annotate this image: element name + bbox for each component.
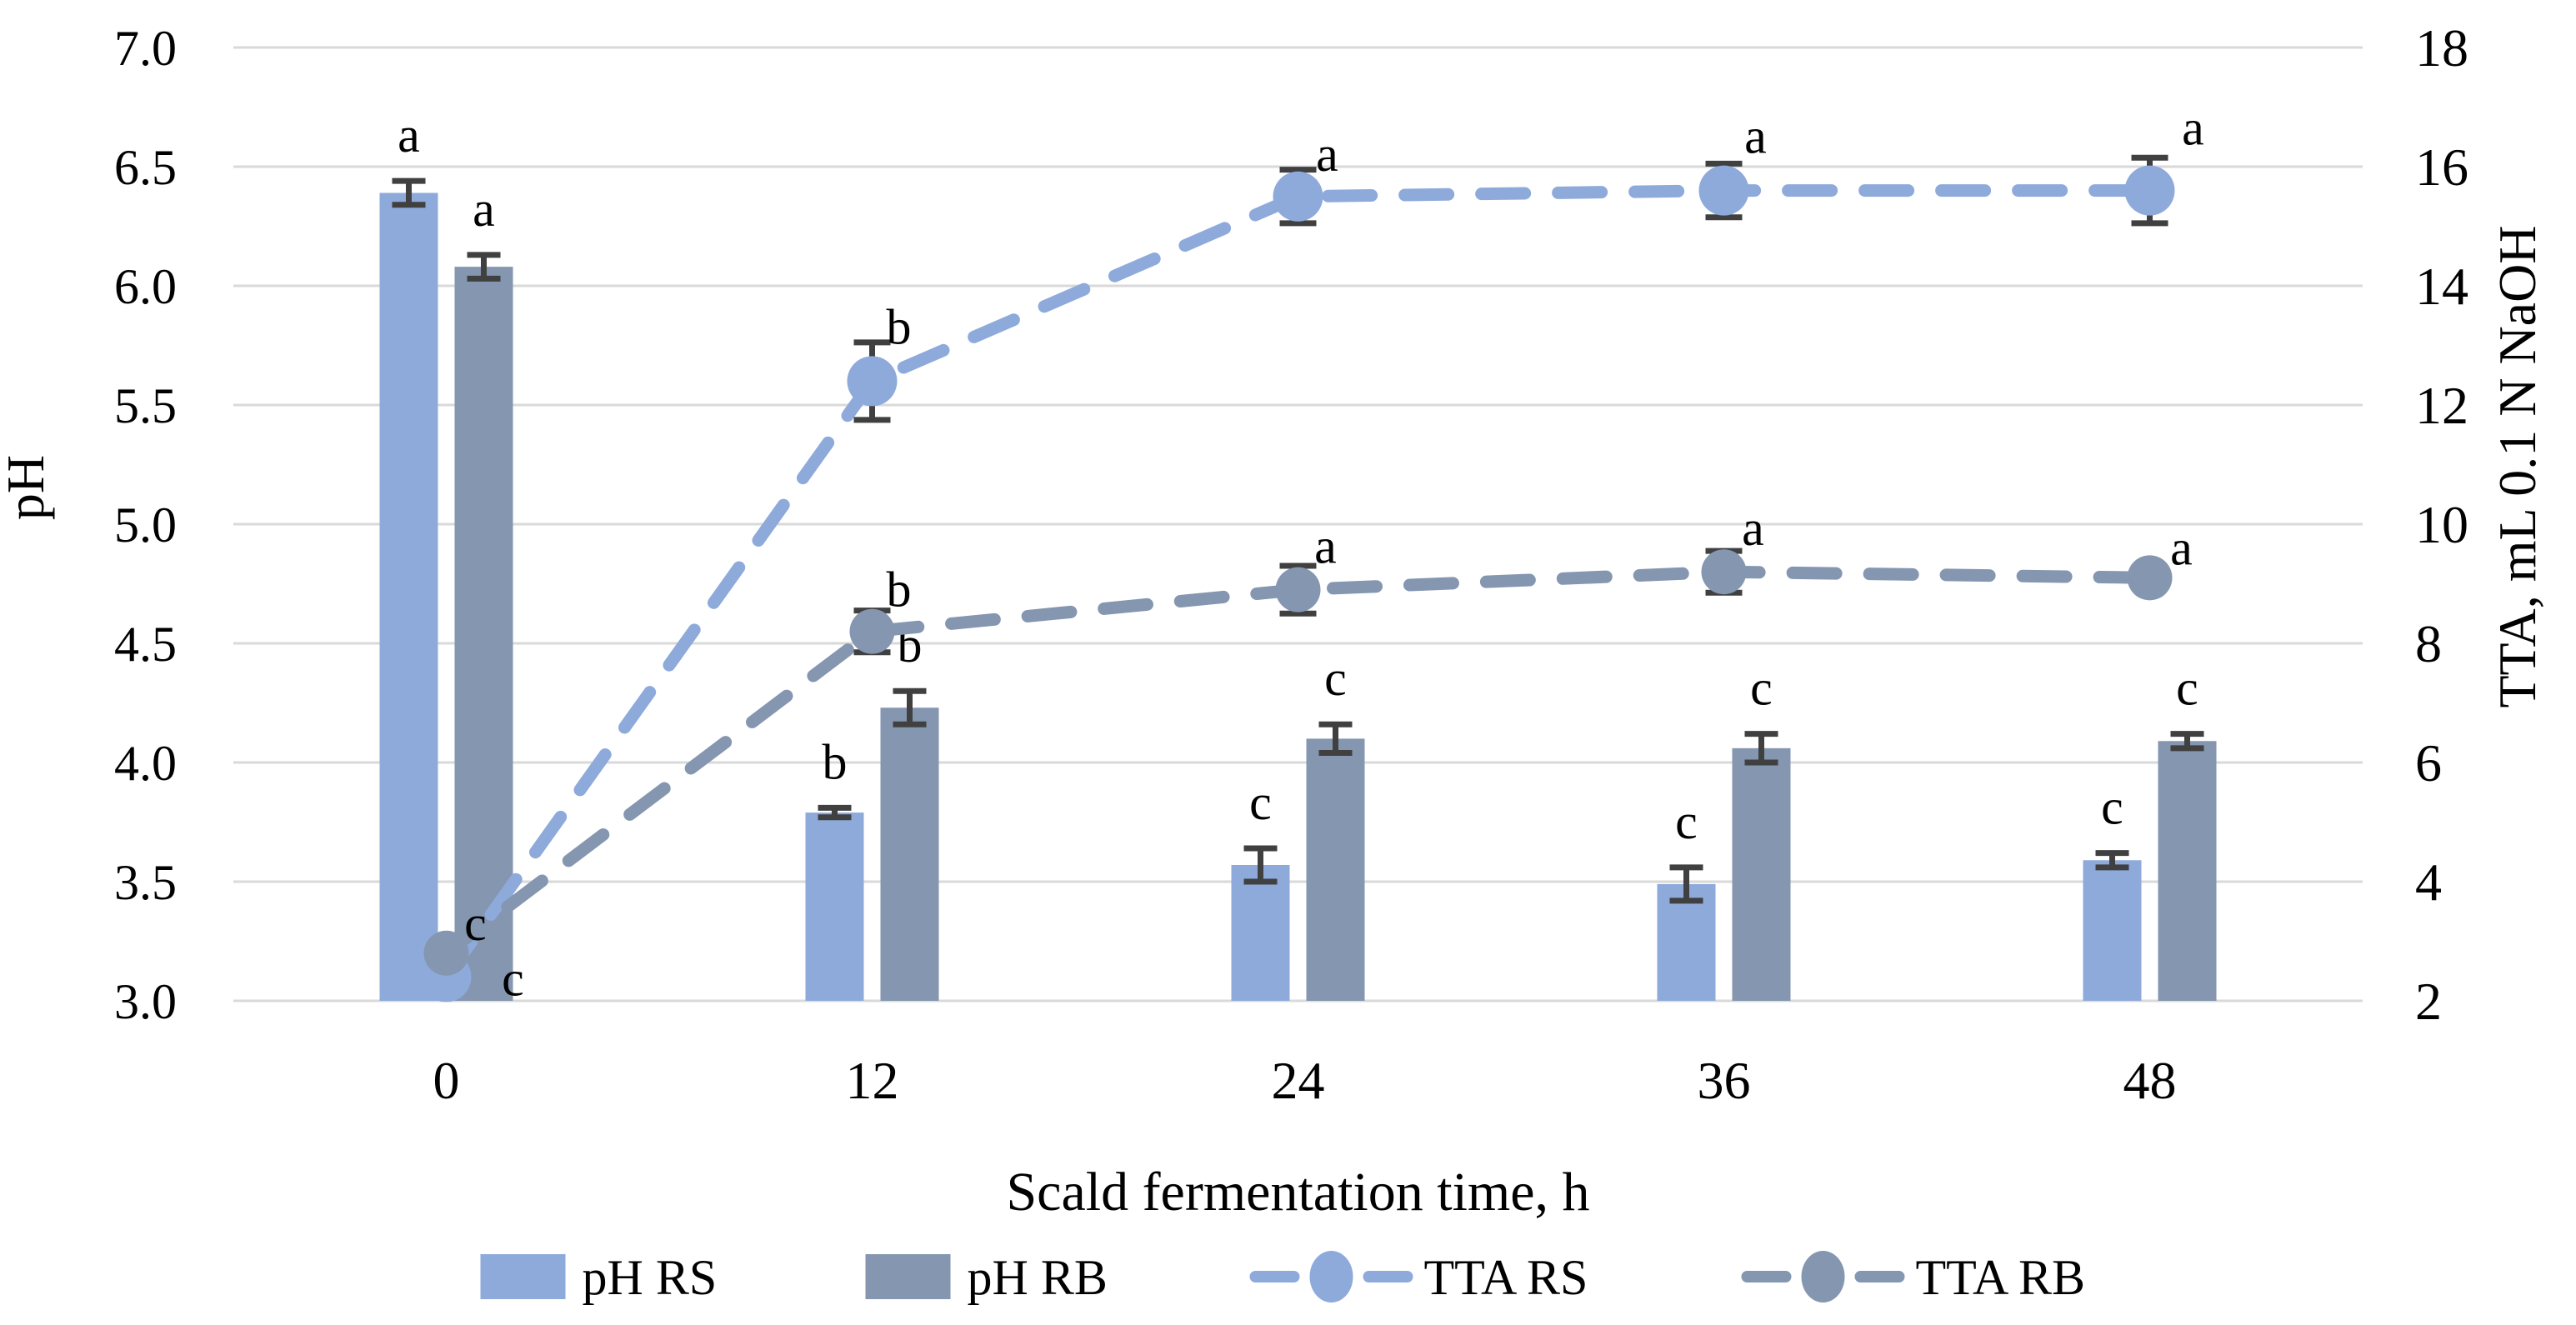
sig-letter-bar: c <box>1750 661 1773 716</box>
bar-error-bar <box>893 688 927 728</box>
y-right-tick-label: 12 <box>2415 376 2468 435</box>
legend-label-ph-rb: pH RB <box>968 1250 1108 1305</box>
sig-letter-bar: c <box>2101 780 2123 835</box>
legend: pH RS pH RB TTA RS TTA RB <box>480 1250 2086 1305</box>
marker-tta-rb-12h <box>849 608 895 654</box>
x-tick-label: 48 <box>2123 1051 2177 1110</box>
legend-item-tta-rb: TTA RB <box>1741 1250 2086 1305</box>
legend-item-tta-rs: TTA RS <box>1249 1250 1588 1305</box>
sig-letter-line: c <box>502 951 524 1006</box>
sig-letter-line: a <box>1744 109 1767 164</box>
y-right-axis-title: TTA, mL 0.1 N NaOH <box>2488 225 2547 708</box>
x-tick-label: 0 <box>433 1051 460 1110</box>
y-right-tick-label: 8 <box>2415 614 2442 673</box>
sig-letter-bar: c <box>2176 661 2198 716</box>
sig-letter-line: a <box>1314 519 1337 574</box>
x-axis-title: Scald fermentation time, h <box>1006 1162 1589 1222</box>
sig-letter-bar: a <box>398 108 420 162</box>
bar-ph-rb-36h <box>1732 748 1791 1001</box>
sig-letter-bar: c <box>1249 775 1272 830</box>
marker-tta-rb-0h <box>423 930 469 976</box>
sig-letter-line: a <box>1316 127 1338 182</box>
y-right-tick-label: 6 <box>2415 733 2442 792</box>
marker-tta-rb-48h <box>2127 555 2173 601</box>
marker-tta-rs-12h <box>847 356 898 407</box>
bar-ph-rs-12h <box>805 812 864 1001</box>
bar-ph-rb-24h <box>1306 738 1365 1001</box>
y-left-axis-title: pH <box>0 455 55 520</box>
y-right-tick-label: 18 <box>2415 18 2468 78</box>
legend-swatch-tta-rb <box>1741 1251 1905 1302</box>
y-right-tick-label: 14 <box>2415 257 2468 316</box>
sig-letter-bar: c <box>1675 794 1698 849</box>
bar-ph-rs-48h <box>2083 860 2142 1001</box>
y-left-tick-label: 3.0 <box>114 974 177 1029</box>
y-left-tick-label: 3.5 <box>114 855 177 910</box>
bar-error-bar <box>2095 850 2129 871</box>
marker-tta-rb-36h <box>1701 549 1747 595</box>
marker-tta-rs-48h <box>2124 165 2175 216</box>
legend-swatch-ph-rs <box>480 1254 566 1299</box>
marker-tta-rs-24h <box>1273 171 1323 222</box>
bar-error-bar <box>1243 845 1278 885</box>
legend-item-ph-rb: pH RB <box>865 1250 1108 1305</box>
marker-tta-rs-36h <box>1698 165 1749 216</box>
sig-letter-bar: a <box>473 182 495 237</box>
sig-letter-line: c <box>464 896 487 951</box>
legend-label-ph-rs: pH RS <box>583 1250 718 1305</box>
bar-series-ph-rs <box>379 192 2142 1001</box>
sig-letter-line: b <box>887 299 912 354</box>
legend-swatch-tta-rs <box>1249 1251 1413 1302</box>
legend-label-tta-rs: TTA RS <box>1424 1250 1588 1305</box>
bar-error-bar <box>1318 721 1353 757</box>
bar-ph-rb-12h <box>880 708 939 1001</box>
y-left-tick-label: 7.0 <box>114 21 177 76</box>
bar-error-bar <box>392 178 426 208</box>
legend-swatch-ph-rb <box>865 1254 951 1299</box>
legend-item-ph-rs: pH RS <box>480 1250 718 1305</box>
sig-letter-bar: c <box>1324 651 1347 706</box>
sig-letter-line: a <box>2170 520 2193 575</box>
y-left-tick-label: 6.0 <box>114 259 177 314</box>
legend-label-tta-rb: TTA RB <box>1916 1250 2086 1305</box>
bar-ph-rs-0h <box>379 192 438 1001</box>
bar-error-bar <box>2170 731 2204 752</box>
bar-ph-rs-24h <box>1231 864 1290 1001</box>
bar-series-ph-rb <box>454 267 2217 1001</box>
y-right-tick-label: 16 <box>2415 138 2468 197</box>
bar-ph-rb-0h <box>454 267 513 1001</box>
bar-ph-rb-48h <box>2158 741 2217 1001</box>
sig-letter-line: a <box>1742 501 1764 556</box>
x-tick-label: 12 <box>846 1051 899 1110</box>
y-left-tick-label: 4.0 <box>114 736 177 791</box>
bar-error-bar <box>467 252 501 282</box>
y-right-tick-label: 4 <box>2415 852 2442 912</box>
y-left-tick-label: 5.5 <box>114 378 177 433</box>
y-right-tick-label: 2 <box>2415 972 2442 1031</box>
bar-error-bar <box>818 804 852 821</box>
x-tick-label: 24 <box>1272 1051 1325 1110</box>
x-tick-label: 36 <box>1698 1051 1751 1110</box>
sig-letter-bar: b <box>823 734 848 789</box>
y-left-tick-label: 4.5 <box>114 617 177 672</box>
bar-error-bar <box>1744 731 1778 766</box>
marker-tta-rb-24h <box>1275 567 1321 612</box>
bar-error-bar <box>1669 864 1703 904</box>
sig-letter-line: a <box>2182 101 2204 156</box>
y-left-tick-label: 5.0 <box>114 498 177 552</box>
y-right-tick-label: 10 <box>2415 495 2468 554</box>
sig-letter-line: b <box>887 562 912 618</box>
y-left-tick-label: 6.5 <box>114 140 177 195</box>
